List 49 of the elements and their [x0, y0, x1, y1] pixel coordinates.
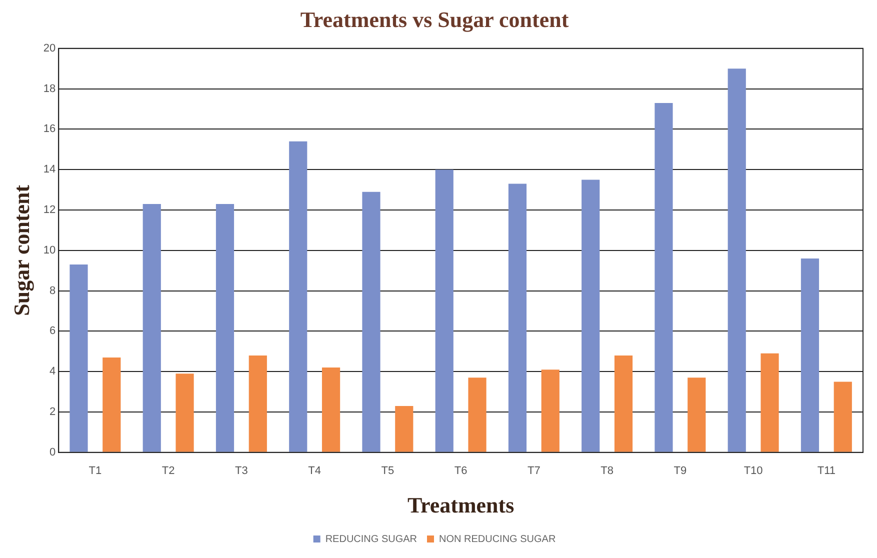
y-tick-label: 18 [43, 82, 56, 95]
y-tick-label: 10 [43, 244, 56, 256]
bar [688, 378, 706, 452]
y-tick-label: 2 [50, 406, 56, 418]
bar [70, 264, 88, 452]
x-tick-label: T9 [674, 465, 687, 478]
bar [834, 382, 852, 452]
legend-label: NON REDUCING SUGAR [439, 534, 556, 545]
bar [435, 170, 454, 452]
bar [102, 357, 121, 452]
bar [176, 374, 194, 452]
bar [248, 355, 267, 452]
bar [654, 102, 673, 452]
y-tick-label: 0 [50, 446, 56, 458]
bar [362, 192, 380, 452]
x-axis-title: Treatments [407, 492, 515, 518]
bar [395, 406, 414, 452]
x-tick-label: T1 [88, 465, 102, 478]
bar [142, 204, 161, 452]
y-axis-title: Sugar content [8, 184, 34, 316]
x-tick-label: T11 [817, 465, 836, 478]
bar [760, 353, 779, 452]
bar [800, 258, 820, 452]
bar [582, 180, 600, 452]
y-tick-label: 16 [43, 123, 56, 136]
x-tick-label: T4 [308, 465, 321, 478]
y-tick-label: 4 [50, 366, 56, 378]
bar [216, 204, 234, 452]
bar [468, 378, 486, 452]
x-tick-label: T10 [744, 465, 763, 478]
bar [728, 68, 746, 452]
y-tick-label: 12 [43, 204, 56, 216]
y-tick-label: 6 [50, 325, 56, 338]
x-tick-label: T6 [454, 465, 468, 478]
y-tick-label: 20 [43, 42, 56, 54]
x-tick-label: T2 [162, 465, 175, 478]
x-tick-label: T8 [600, 465, 614, 478]
bar [614, 355, 633, 452]
x-tick-label: T5 [381, 465, 394, 478]
legend-label: REDUCING SUGAR [325, 534, 418, 545]
y-tick-label: 14 [43, 164, 56, 176]
y-tick-label: 8 [50, 284, 56, 297]
chart-title: Treatments vs Sugar content [300, 6, 570, 32]
bar [322, 368, 340, 452]
bar [508, 184, 527, 452]
x-tick-label: T7 [528, 465, 540, 478]
x-tick-label: T3 [235, 465, 248, 478]
bar [289, 141, 308, 452]
bar [541, 370, 560, 452]
